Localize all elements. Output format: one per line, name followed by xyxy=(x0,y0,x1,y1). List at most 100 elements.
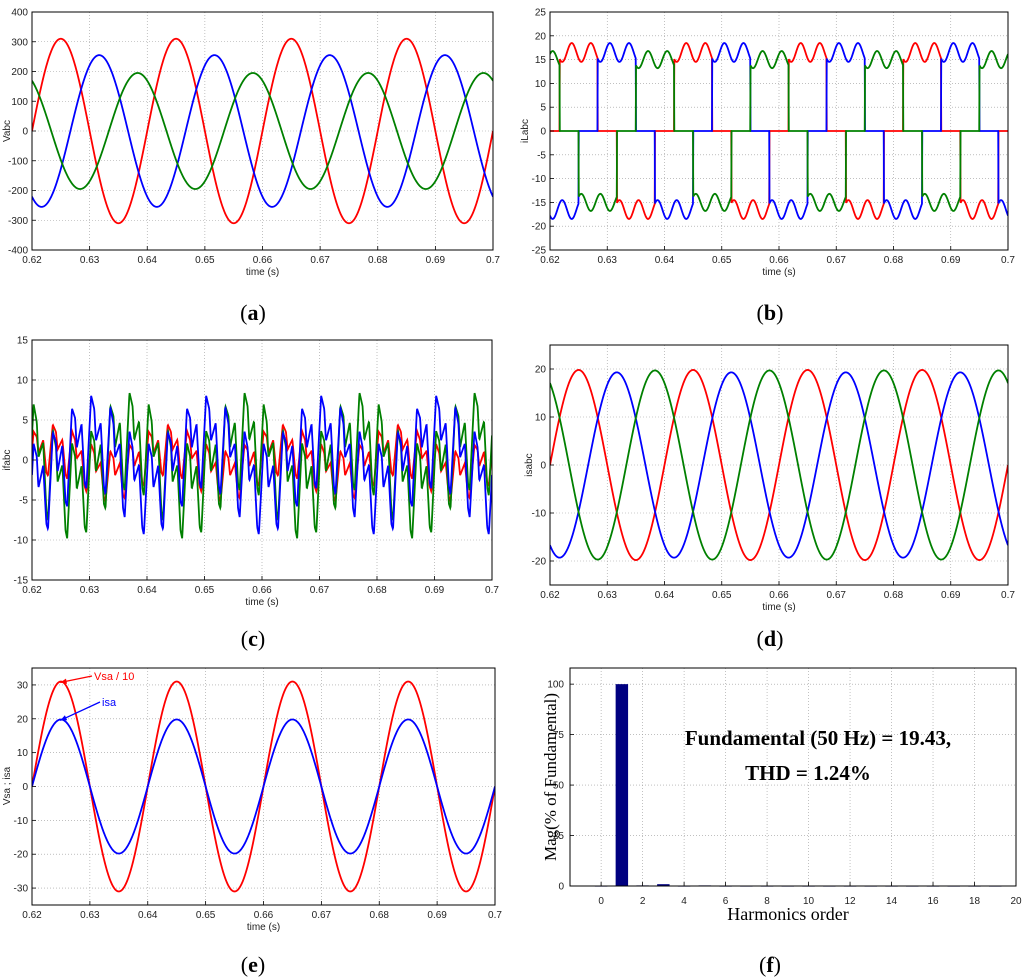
y-tick-label: -20 xyxy=(532,222,547,233)
x-tick-label: 0.62 xyxy=(22,585,42,596)
x-tick-label: 8 xyxy=(764,896,770,907)
y-tick-label: -25 xyxy=(532,246,547,257)
y-axis-label: iLabc xyxy=(520,119,531,143)
panel-label: (b) xyxy=(757,300,784,325)
bar-harmonic-3 xyxy=(657,884,670,886)
y-tick-label: 15 xyxy=(17,336,29,347)
thd-annotation: THD = 1.24% xyxy=(745,761,871,785)
chart-panel-a: 0.62 0.63 0.64 0.65 0.66 0.67 0.68 0.69 0.7 -400 -… xyxy=(2,8,500,326)
series-line-isa xyxy=(32,718,495,855)
y-tick-label: -10 xyxy=(14,536,29,547)
y-tick-label: 20 xyxy=(535,365,547,376)
x-tick-label: 0.68 xyxy=(884,255,904,266)
x-tick-label: 0.64 xyxy=(138,910,158,921)
x-tick-label: 0.62 xyxy=(22,255,42,266)
plot-area xyxy=(570,668,1016,886)
chart-panel-d: 0.62 0.63 0.64 0.65 0.66 0.67 0.68 0.69 0.7 -20 -1… xyxy=(524,344,1015,651)
chart-panel-c: 0.62 0.63 0.64 0.65 0.66 0.67 0.68 0.69 0.7 -15 -1… xyxy=(2,336,499,652)
panel-label: (c) xyxy=(241,626,265,651)
x-axis-label: time (s) xyxy=(246,267,279,278)
x-tick-label: 0.65 xyxy=(195,255,215,266)
x-tick-label: 0.62 xyxy=(22,910,42,921)
x-axis-label: time (s) xyxy=(762,602,795,613)
y-tick-label: 50 xyxy=(553,781,565,792)
x-tick-label: 4 xyxy=(681,896,687,907)
y-tick-label: 200 xyxy=(11,67,28,78)
x-axis-label: time (s) xyxy=(762,267,795,278)
x-tick-label: 0.66 xyxy=(254,910,274,921)
y-tick-label: -5 xyxy=(537,150,546,161)
x-tick-label: 0.63 xyxy=(598,255,618,266)
x-tick-label: 14 xyxy=(886,896,898,907)
annotation-arrow xyxy=(59,701,101,722)
x-tick-label: 0.7 xyxy=(486,255,500,266)
x-tick-label: 0.63 xyxy=(80,585,100,596)
x-tick-label: 0.7 xyxy=(1001,590,1015,601)
x-tick-label: 0.67 xyxy=(310,585,330,596)
x-tick-label: 0.64 xyxy=(137,585,157,596)
series-line-isb xyxy=(550,371,1008,559)
bar-harmonic-1 xyxy=(615,684,629,886)
x-tick-label: 0.66 xyxy=(253,255,273,266)
x-tick-label: 0.69 xyxy=(941,255,961,266)
y-tick-label: 0 xyxy=(540,127,546,138)
x-tick-label: 20 xyxy=(1010,896,1022,907)
y-tick-label: -15 xyxy=(532,198,547,209)
x-tick-label: 0.67 xyxy=(827,590,847,601)
y-tick-label: 5 xyxy=(22,416,28,427)
chart-panel-f: 0 2 4 6 8 10 12 14 16 18 20 0 25 50 75 100 Harmonics ord… xyxy=(541,667,1022,977)
x-tick-label: 0.63 xyxy=(80,910,100,921)
x-tick-label: 0.68 xyxy=(370,910,390,921)
series-line-isc xyxy=(550,369,1008,561)
y-tick-label: 30 xyxy=(17,680,29,691)
y-tick-label: 10 xyxy=(535,79,547,90)
x-tick-label: 0.68 xyxy=(368,255,388,266)
x-tick-label: 0.67 xyxy=(827,255,847,266)
x-tick-label: 0.69 xyxy=(941,590,961,601)
series-line-va xyxy=(32,37,493,225)
x-tick-label: 0.64 xyxy=(655,590,675,601)
x-tick-label: 0.65 xyxy=(196,910,216,921)
y-tick-label: -300 xyxy=(8,216,28,227)
y-tick-label: -30 xyxy=(14,884,29,895)
y-tick-label: 10 xyxy=(535,413,547,424)
y-tick-label: -5 xyxy=(19,496,28,507)
y-tick-label: 400 xyxy=(11,8,28,19)
y-tick-label: 5 xyxy=(540,103,546,114)
y-tick-label: 20 xyxy=(535,31,547,42)
y-tick-label: 10 xyxy=(17,748,29,759)
x-tick-label: 10 xyxy=(803,896,815,907)
x-axis-label: time (s) xyxy=(247,922,280,933)
x-tick-label: 0.66 xyxy=(252,585,272,596)
y-tick-label: 0 xyxy=(22,782,28,793)
x-tick-label: 18 xyxy=(969,896,981,907)
y-tick-label: 0 xyxy=(558,882,564,893)
x-tick-label: 0.66 xyxy=(769,255,789,266)
y-tick-label: 0 xyxy=(22,127,28,138)
y-tick-label: -20 xyxy=(532,557,547,568)
y-tick-label: -15 xyxy=(14,576,29,587)
panel-label: (a) xyxy=(240,300,266,325)
y-tick-label: -10 xyxy=(14,816,29,827)
x-tick-label: 0.64 xyxy=(138,255,158,266)
x-tick-label: 6 xyxy=(723,896,729,907)
x-tick-label: 0.65 xyxy=(712,590,732,601)
x-tick-label: 0.65 xyxy=(712,255,732,266)
y-tick-label: 25 xyxy=(535,8,547,19)
annotation-label: isa xyxy=(102,697,117,709)
y-tick-label: 0 xyxy=(540,461,546,472)
chart-panel-b: 0.62 0.63 0.64 0.65 0.66 0.67 0.68 0.69 0.7 -25 -2… xyxy=(520,8,1015,326)
annotation-arrowhead xyxy=(60,715,68,721)
y-tick-label: 15 xyxy=(535,55,547,66)
y-axis-label: isabc xyxy=(524,453,535,476)
y-axis-label: Vabc xyxy=(2,120,13,142)
x-tick-label: 0.7 xyxy=(1001,255,1015,266)
panel-label: (f) xyxy=(759,952,781,977)
x-tick-label: 0.7 xyxy=(485,585,499,596)
y-tick-label: -100 xyxy=(8,156,28,167)
x-tick-label: 0.63 xyxy=(598,590,618,601)
y-tick-label: -200 xyxy=(8,186,28,197)
x-tick-label: 0.69 xyxy=(427,910,447,921)
x-tick-label: 0.69 xyxy=(426,255,446,266)
